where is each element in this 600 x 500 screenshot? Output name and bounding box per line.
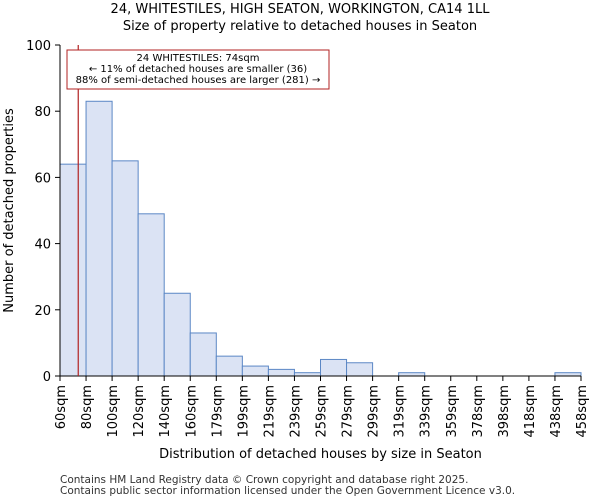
histogram-bar bbox=[111, 160, 139, 377]
annotation-text-line: 24 WHITESTILES: 74sqm bbox=[137, 53, 260, 64]
histogram-bar bbox=[346, 362, 374, 377]
y-tick-label: 80 bbox=[34, 105, 51, 120]
x-tick-label: 418sqm bbox=[523, 385, 538, 438]
x-tick-label: 140sqm bbox=[158, 385, 173, 438]
x-tick-label: 339sqm bbox=[419, 385, 434, 438]
x-tick-label: 359sqm bbox=[445, 385, 460, 438]
chart-title-line2: Size of property relative to detached ho… bbox=[122, 19, 478, 34]
annotation-text-line: 88% of semi-detached houses are larger (… bbox=[76, 75, 321, 86]
histogram-bar bbox=[189, 332, 217, 377]
x-tick-label: 299sqm bbox=[367, 385, 382, 438]
y-tick-label: 40 bbox=[34, 238, 51, 253]
x-tick-label: 80sqm bbox=[80, 385, 95, 429]
annotation-box bbox=[66, 49, 330, 90]
x-tick-label: 438sqm bbox=[549, 385, 564, 438]
x-tick-label: 279sqm bbox=[341, 385, 356, 438]
x-tick-label: 378sqm bbox=[471, 385, 486, 438]
x-tick-label: 100sqm bbox=[106, 385, 121, 438]
footer-licence: Contains public sector information licen… bbox=[60, 485, 516, 497]
x-tick-label: 219sqm bbox=[262, 385, 277, 438]
x-tick-label: 319sqm bbox=[393, 385, 408, 438]
x-tick-label: 239sqm bbox=[288, 385, 303, 438]
x-tick-label: 179sqm bbox=[210, 385, 225, 438]
histogram-bar bbox=[267, 368, 295, 377]
histogram-bar bbox=[137, 213, 165, 377]
y-tick-label: 60 bbox=[34, 171, 51, 186]
x-tick-label: 199sqm bbox=[236, 385, 251, 438]
histogram-bar bbox=[163, 292, 191, 377]
x-tick-label: 160sqm bbox=[184, 385, 199, 438]
x-tick-label: 259sqm bbox=[315, 385, 330, 438]
histogram-bar bbox=[59, 163, 87, 377]
x-tick-label: 120sqm bbox=[132, 385, 147, 438]
histogram-bar bbox=[85, 100, 113, 377]
y-tick-label: 20 bbox=[34, 304, 51, 319]
x-tick-label: 60sqm bbox=[54, 385, 69, 429]
y-tick-label: 0 bbox=[43, 370, 51, 385]
chart-title-line1: 24, WHITESTILES, HIGH SEATON, WORKINGTON… bbox=[110, 2, 490, 17]
histogram-bar bbox=[241, 365, 269, 377]
histogram-bar bbox=[215, 355, 243, 377]
footer-copyright: Contains HM Land Registry data © Crown c… bbox=[60, 474, 469, 486]
y-tick-label: 100 bbox=[26, 39, 51, 54]
x-tick-label: 398sqm bbox=[497, 385, 512, 438]
y-axis-label: Number of detached properties bbox=[2, 108, 17, 313]
x-axis-label: Distribution of detached houses by size … bbox=[159, 447, 482, 462]
histogram-bar bbox=[320, 358, 348, 377]
annotation-text-line: ← 11% of detached houses are smaller (36… bbox=[89, 64, 307, 75]
x-tick-label: 458sqm bbox=[575, 385, 590, 438]
